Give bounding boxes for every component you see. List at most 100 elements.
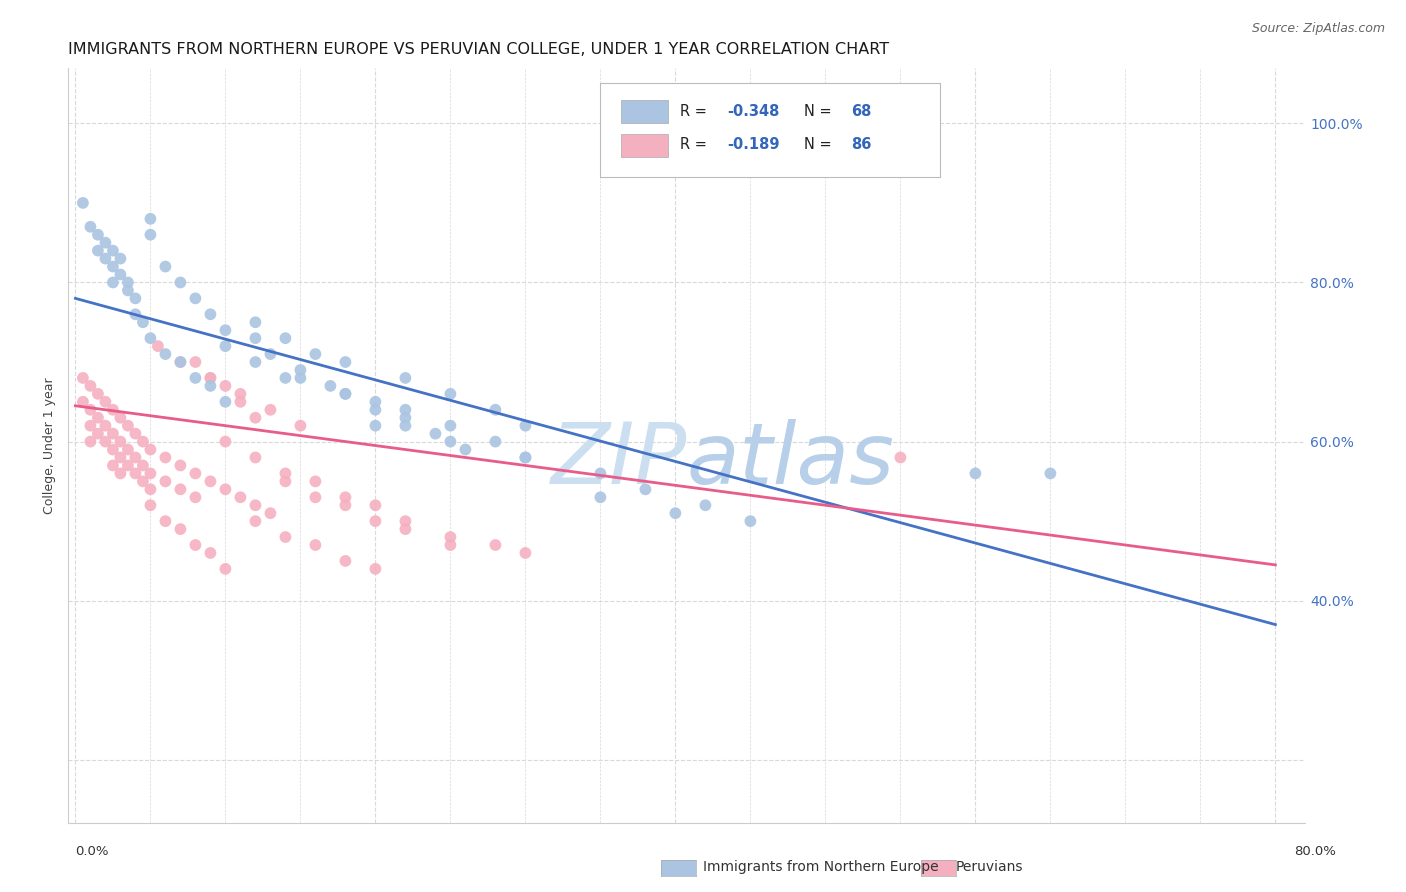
Point <box>155 450 177 465</box>
Point <box>259 347 281 361</box>
Point <box>169 355 191 369</box>
Text: 80.0%: 80.0% <box>1294 846 1336 858</box>
Point <box>364 402 387 417</box>
Point <box>139 227 162 242</box>
Point <box>259 506 281 520</box>
Point <box>87 227 110 242</box>
Point <box>274 467 297 481</box>
Point <box>101 402 124 417</box>
Point <box>169 458 191 473</box>
Point <box>79 379 101 393</box>
Point <box>94 252 117 266</box>
Point <box>169 483 191 497</box>
Point <box>124 307 146 321</box>
Point <box>515 418 537 433</box>
Point <box>274 371 297 385</box>
Point <box>304 538 326 552</box>
Point <box>72 394 94 409</box>
Point <box>87 410 110 425</box>
Point <box>200 371 222 385</box>
Point <box>184 490 207 504</box>
Point <box>124 292 146 306</box>
Point <box>101 442 124 457</box>
Point <box>290 418 312 433</box>
Point <box>965 467 987 481</box>
Bar <box>621 100 668 123</box>
Point <box>101 426 124 441</box>
Point <box>319 379 342 393</box>
Point <box>364 562 387 576</box>
Point <box>214 379 236 393</box>
Point <box>304 347 326 361</box>
Point <box>290 371 312 385</box>
Point <box>184 371 207 385</box>
Point <box>184 538 207 552</box>
Point <box>634 483 657 497</box>
Point <box>214 434 236 449</box>
Point <box>110 450 132 465</box>
Text: N =: N = <box>804 104 837 119</box>
Point <box>439 418 461 433</box>
Point <box>101 276 124 290</box>
Point <box>155 514 177 528</box>
Point <box>139 442 162 457</box>
Point <box>425 426 447 441</box>
Point <box>304 490 326 504</box>
Point <box>117 418 139 433</box>
Text: 0.0%: 0.0% <box>75 846 108 858</box>
Point <box>245 410 267 425</box>
Point <box>439 434 461 449</box>
Bar <box>621 134 668 157</box>
Point <box>484 434 506 449</box>
Point <box>439 538 461 552</box>
Point <box>124 426 146 441</box>
Point <box>229 387 252 401</box>
Point <box>169 355 191 369</box>
Point <box>335 387 357 401</box>
Point <box>184 355 207 369</box>
Point <box>155 347 177 361</box>
Point <box>335 490 357 504</box>
Point <box>290 363 312 377</box>
Point <box>117 442 139 457</box>
Point <box>117 458 139 473</box>
Point <box>364 394 387 409</box>
Point <box>245 514 267 528</box>
Point <box>101 244 124 258</box>
Point <box>245 315 267 329</box>
Point <box>229 394 252 409</box>
Point <box>110 410 132 425</box>
Point <box>394 402 416 417</box>
FancyBboxPatch shape <box>600 83 941 178</box>
Point <box>889 450 911 465</box>
Text: IMMIGRANTS FROM NORTHERN EUROPE VS PERUVIAN COLLEGE, UNDER 1 YEAR CORRELATION CH: IMMIGRANTS FROM NORTHERN EUROPE VS PERUV… <box>67 42 889 57</box>
Point <box>132 458 155 473</box>
Text: atlas: atlas <box>686 419 894 502</box>
Point <box>94 235 117 250</box>
Point <box>335 554 357 568</box>
Point <box>94 418 117 433</box>
Point <box>94 434 117 449</box>
Point <box>394 514 416 528</box>
Point <box>695 498 717 512</box>
Text: 86: 86 <box>851 137 872 153</box>
Point <box>200 307 222 321</box>
Point <box>72 371 94 385</box>
Point <box>94 394 117 409</box>
Point <box>200 371 222 385</box>
Point <box>87 426 110 441</box>
Y-axis label: College, Under 1 year: College, Under 1 year <box>44 377 56 514</box>
Point <box>394 522 416 536</box>
Point <box>214 339 236 353</box>
Point <box>87 387 110 401</box>
Point <box>146 339 169 353</box>
Point <box>439 387 461 401</box>
Point <box>245 450 267 465</box>
Text: R =: R = <box>681 104 711 119</box>
Point <box>139 498 162 512</box>
Point <box>117 276 139 290</box>
Text: 68: 68 <box>851 104 872 119</box>
Point <box>200 379 222 393</box>
Point <box>245 498 267 512</box>
Point <box>364 418 387 433</box>
